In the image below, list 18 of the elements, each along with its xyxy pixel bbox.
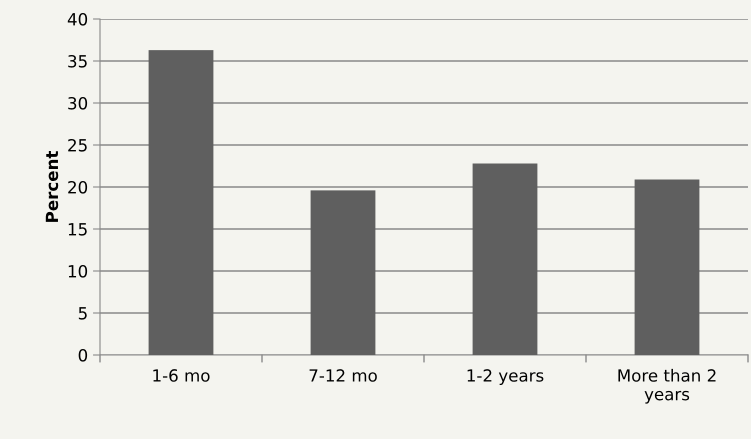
y-tick-label: 30 [68, 96, 88, 110]
x-tick-label: 1-2 years [468, 369, 544, 386]
x-tick-label: 1-6 mo [153, 369, 210, 382]
y-tick-label: 25 [68, 138, 87, 152]
y-tick-label: 0 [78, 348, 88, 362]
y-tick-label: 10 [68, 264, 88, 278]
y-tick-label: 35 [68, 54, 87, 68]
bar [310, 190, 376, 355]
bar [148, 50, 214, 355]
y-axis-title: Percent [46, 151, 58, 222]
bar [472, 163, 538, 355]
bar [634, 179, 700, 355]
y-tick-label: 15 [68, 223, 87, 236]
y-tick-label: 20 [68, 180, 88, 194]
x-tick-label: 7-12 mo [310, 369, 377, 382]
y-tick-label: 40 [68, 12, 88, 26]
y-tick-label: 5 [78, 307, 87, 320]
x-tick-label: More than 2 years [618, 368, 716, 404]
